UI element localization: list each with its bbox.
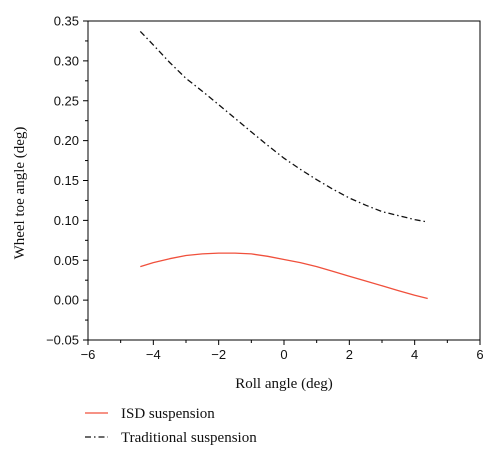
plot-area-frame [87,20,481,341]
tick-labels: −6 −4 −2 0 2 4 6 −0.05 0.00 0.05 0.10 0.15 0.20 0.25 0… [46,14,484,363]
series-lines [139,30,428,300]
x-tick-label: 0 [280,347,287,362]
y-axis-title: Wheel toe angle (deg) [12,127,28,260]
y-tick-label: 0.25 [54,93,79,108]
legend: ISD suspension Traditional suspension [85,406,257,446]
y-tick-label: −0.05 [46,333,79,348]
legend-label-isd: ISD suspension [121,406,215,422]
y-tick-label: 0.30 [54,53,79,68]
y-tick-label: 0.00 [54,293,79,308]
y-tick-label: 0.15 [54,173,79,188]
y-tick-label: 0.10 [54,213,79,228]
x-axis-title: Roll angle (deg) [235,376,332,392]
x-tick-label: −2 [211,347,226,362]
x-tick-label: −4 [146,347,161,362]
legend-label-traditional: Traditional suspension [121,430,257,446]
y-tick-label: 0.20 [54,133,79,148]
series-line-traditional [139,30,428,223]
x-tick-label: 6 [476,347,483,362]
series-line-isd [140,252,428,300]
x-tick-label: −6 [81,347,96,362]
x-tick-label: 2 [346,347,353,362]
y-tick-label: 0.05 [54,253,79,268]
x-tick-label: 4 [411,347,418,362]
y-tick-label: 0.35 [54,14,79,29]
